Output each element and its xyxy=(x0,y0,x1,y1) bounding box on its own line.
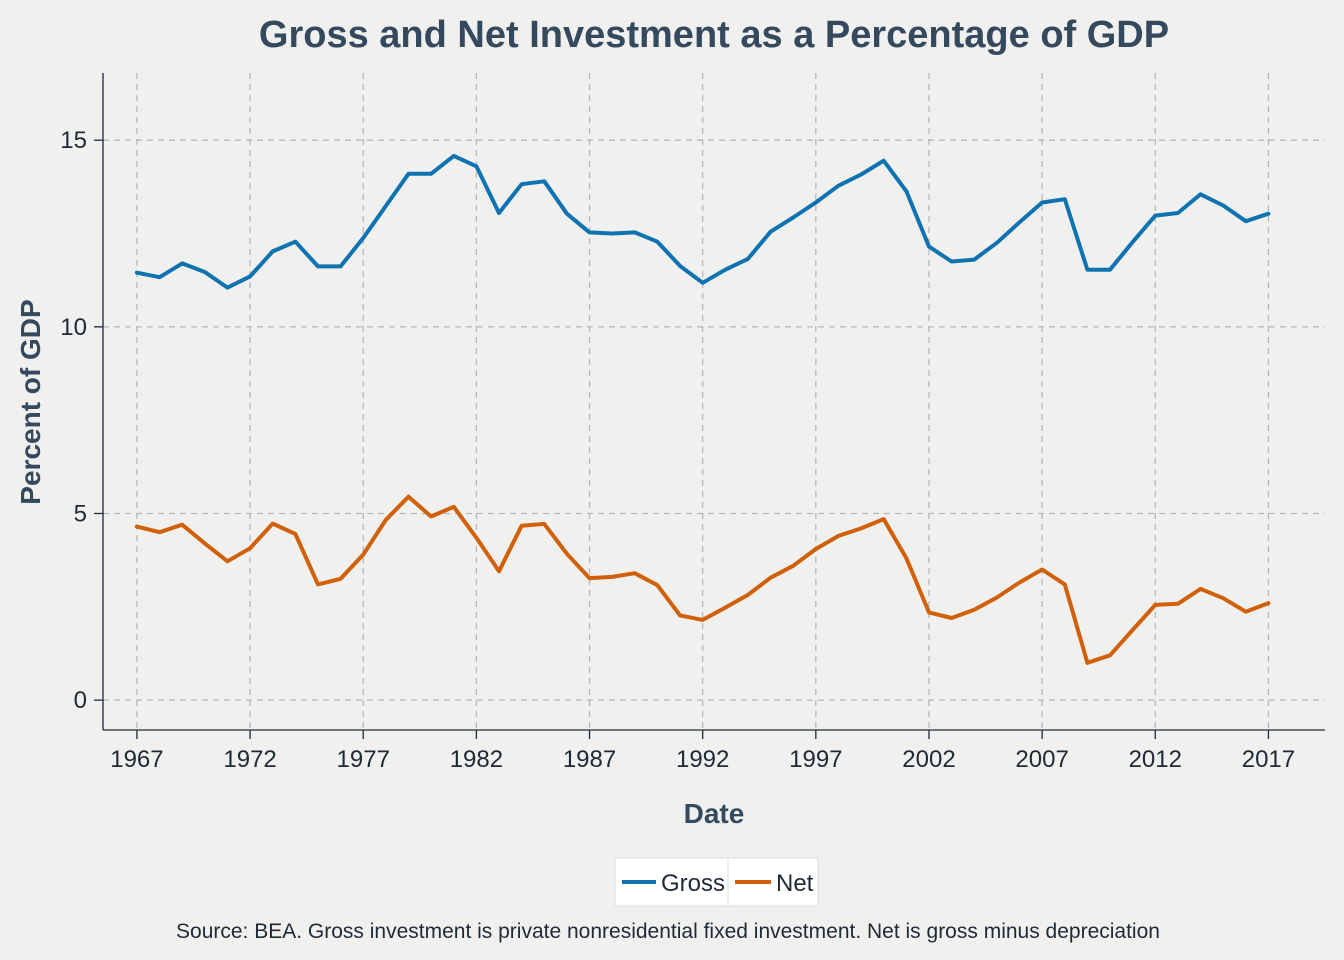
x-tick-label: 1992 xyxy=(676,746,729,773)
chart-title: Gross and Net Investment as a Percentage… xyxy=(259,14,1169,56)
x-tick-label: 2012 xyxy=(1129,746,1182,773)
x-tick-label: 1977 xyxy=(337,746,390,773)
x-tick-label: 1967 xyxy=(110,746,163,773)
series-lines xyxy=(134,153,1271,665)
x-tick-label: 1972 xyxy=(223,746,276,773)
x-tick-label: 2002 xyxy=(902,746,955,773)
y-tick-label: 10 xyxy=(60,314,87,341)
y-tick-label: 5 xyxy=(74,500,87,527)
grid xyxy=(103,73,1325,730)
legend-label-net: Net xyxy=(776,870,814,897)
x-tick-label: 1997 xyxy=(789,746,842,773)
y-axis-title: Percent of GDP xyxy=(15,299,46,504)
legend-label-gross: Gross xyxy=(661,870,725,897)
x-tick-label: 1987 xyxy=(563,746,616,773)
x-axis-ticks: 1967 1972 1977 1982 1987 1992 1997 2002 2007 2012… xyxy=(110,730,1295,773)
x-tick-label: 2017 xyxy=(1242,746,1295,773)
y-axis-ticks: 0 5 10 15 xyxy=(60,127,103,714)
x-tick-label: 1982 xyxy=(450,746,503,773)
series-line-gross xyxy=(134,153,1271,290)
series-line-net xyxy=(134,494,1271,665)
source-caption: Source: BEA. Gross investment is private… xyxy=(176,920,1160,943)
y-tick-label: 15 xyxy=(60,127,87,154)
y-tick-label: 0 xyxy=(74,687,87,714)
legend: Gross Net xyxy=(614,857,819,907)
x-tick-label: 2007 xyxy=(1015,746,1068,773)
plot-frame xyxy=(102,73,1325,731)
x-axis-title: Date xyxy=(684,798,745,829)
